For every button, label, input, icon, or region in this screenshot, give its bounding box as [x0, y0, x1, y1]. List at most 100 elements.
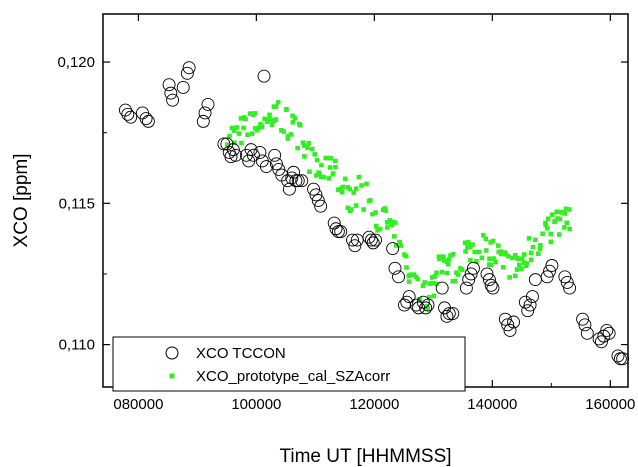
prototype-point [392, 220, 398, 225]
prototype-point [383, 208, 388, 213]
prototype-point [290, 120, 296, 125]
tccon-point [295, 174, 309, 188]
prototype-point [265, 119, 270, 125]
prototype-point [390, 219, 395, 225]
tccon-point [419, 301, 433, 315]
prototype-point [548, 239, 554, 245]
tccon-point [259, 160, 273, 174]
prototype-point [516, 262, 522, 268]
tccon-point [484, 278, 498, 292]
prototype-point [305, 145, 310, 151]
prototype-point [314, 173, 319, 178]
tccon-point [224, 150, 238, 164]
prototype-point [323, 155, 329, 161]
prototype-point [462, 240, 468, 246]
prototype-point [319, 174, 324, 180]
prototype-point [512, 252, 518, 258]
tccon-point [166, 93, 180, 107]
prototype-point [295, 145, 300, 151]
tccon-point [563, 281, 577, 295]
prototype-point [483, 236, 489, 242]
tccon-point [369, 233, 382, 247]
prototype-point [498, 249, 504, 254]
y-tick-label: 0,115 [59, 195, 95, 212]
prototype-point [417, 297, 423, 302]
prototype-point [432, 274, 438, 279]
prototype-point [468, 257, 473, 263]
prototype-point [505, 253, 511, 259]
prototype-point [238, 116, 244, 121]
prototype-point [426, 294, 432, 300]
tccon-point [528, 273, 542, 287]
prototype-point [234, 125, 239, 130]
prototype-point [530, 244, 536, 250]
prototype-point [434, 270, 439, 276]
prototype-point [312, 152, 318, 157]
x-tick-label: 160000 [585, 396, 635, 413]
prototype-point [255, 127, 260, 133]
prototype-point [459, 267, 465, 273]
prototype-point [448, 253, 453, 258]
plot-frame [102, 13, 629, 388]
prototype-point [422, 280, 427, 285]
tccon-point [611, 349, 625, 363]
prototype-point [562, 211, 568, 216]
prototype-point [364, 181, 369, 187]
tccon-point [459, 281, 473, 295]
tccon-point [314, 199, 328, 213]
plot-area-marks [118, 61, 630, 366]
prototype-point [373, 210, 378, 215]
prototype-point [514, 267, 520, 272]
prototype-point [267, 116, 272, 122]
prototype-point [445, 261, 451, 267]
tccon-point [446, 307, 460, 320]
prototype-point [472, 249, 477, 255]
prototype-point [552, 219, 557, 225]
tccon-point [226, 143, 240, 157]
tccon-point [364, 233, 378, 247]
prototype-point [347, 186, 353, 192]
prototype-point [370, 211, 375, 217]
prototype-point [444, 270, 450, 276]
prototype-point [236, 131, 242, 136]
prototype-point [327, 165, 333, 170]
tccon-point [162, 78, 176, 92]
legend: XCO TCCON XCO_prototype_cal_SZAcorr [112, 336, 466, 392]
prototype-point [319, 162, 324, 168]
prototype-point [519, 256, 525, 262]
prototype-point [252, 110, 258, 116]
prototype-point [490, 238, 496, 244]
prototype-point [345, 205, 351, 211]
prototype-point [406, 279, 412, 284]
tccon-point [540, 270, 554, 284]
prototype-point [361, 207, 366, 212]
prototype-point [307, 169, 312, 174]
prototype-point [503, 251, 508, 257]
prototype-point [554, 209, 560, 215]
tccon-point [501, 318, 515, 332]
prototype-point [528, 250, 534, 256]
prototype-point [424, 303, 430, 309]
prototype-point [333, 158, 338, 164]
prototype-point [359, 183, 364, 188]
tccon-point [595, 335, 608, 349]
prototype-point [563, 206, 569, 212]
tccon-point [498, 312, 512, 326]
prototype-point [257, 125, 262, 131]
prototype-point [507, 275, 512, 280]
tccon-point [386, 242, 400, 255]
prototype-point [267, 112, 272, 118]
tccon-point [198, 106, 212, 120]
prototype-point [300, 140, 306, 145]
tccon-point [346, 233, 359, 247]
prototype-point [495, 243, 501, 248]
prototype-point [543, 220, 548, 226]
tccon-point [442, 307, 456, 320]
prototype-point [273, 104, 279, 109]
prototype-point [556, 232, 562, 237]
prototype-point [249, 131, 255, 136]
tccon-point [348, 239, 362, 253]
tccon-point [307, 182, 321, 196]
prototype-point [491, 256, 497, 261]
prototype-point [225, 142, 230, 147]
